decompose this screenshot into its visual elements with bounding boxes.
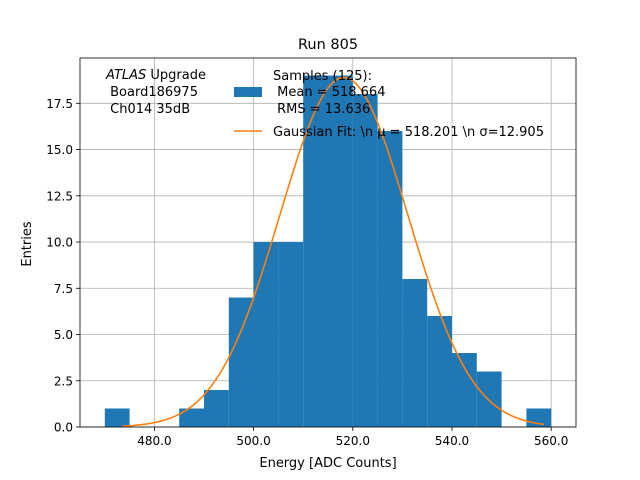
y-tick-label-5: 12.5 [46,189,73,203]
histogram-bar-8 [352,94,378,427]
gaussian-fit [122,76,544,427]
x-tick-label-1: 500.0 [236,434,270,448]
histogram-bar-6 [303,75,328,428]
svg-text:ATLAS Upgrade: ATLAS Upgrade [105,68,206,83]
histogram-bar-2 [204,390,229,427]
gaussian-fit-curve [122,76,544,427]
legend: Samples (125): Mean = 518.664 RMS = 13.6… [234,69,544,140]
legend-hist-line-2: Mean = 518.664 [273,85,385,100]
y-tick-label-0: 0.0 [54,421,73,435]
histogram-bar-5 [278,242,304,427]
y-tick-label-2: 5.0 [54,328,73,342]
y-tick-label-1: 2.5 [54,374,73,388]
y-tick-label-4: 10.0 [46,236,73,250]
axes [79,57,577,428]
x-tick-label-2: 520.0 [336,434,370,448]
histogram-bar-13 [476,371,502,427]
histogram-bar-9 [377,131,403,427]
histogram-bar-4 [253,242,279,427]
y-tick-label-7: 17.5 [46,97,73,111]
histogram-bar-1 [179,408,204,427]
channel-label: Ch014 35dB [106,102,190,117]
histogram-bar-7 [328,75,353,428]
legend-hist-line-3: RMS = 13.636 [273,102,370,117]
legend-hist-line-1: Samples (125): [273,69,372,84]
histogram-bar-0 [104,408,130,427]
x-axis-label: Energy [ADC Counts] [259,456,396,471]
x-tick-label-3: 540.0 [435,434,469,448]
x-tick-label-0: 480.0 [137,434,171,448]
histogram-bars [104,75,552,428]
legend-fit-label: Gaussian Fit: \n μ = 518.201 \n σ=12.905 [273,125,544,140]
y-tick-label-6: 15.0 [46,143,73,157]
upgrade-label: Upgrade [146,68,206,83]
atlas-annotation: ATLAS Upgrade Board186975 Ch014 35dB [105,68,206,117]
histogram-bar-3 [228,297,254,427]
histogram-bar-10 [402,279,428,427]
histogram-bar-12 [452,353,477,427]
y-axis-label: Entries [20,221,35,267]
y-tick-label-3: 7.5 [54,282,73,296]
tick-labels: 480.0 500.0 520.0 540.0 560.0 0.0 2.5 5.0 7.5 10.… [46,97,568,448]
chart-title: Run 805 [298,37,358,53]
legend-hist-swatch [234,87,262,97]
board-label: Board186975 [106,85,198,100]
atlas-label: ATLAS [105,68,146,83]
plot-frame [79,57,577,428]
x-tick-label-4: 560.0 [534,434,568,448]
